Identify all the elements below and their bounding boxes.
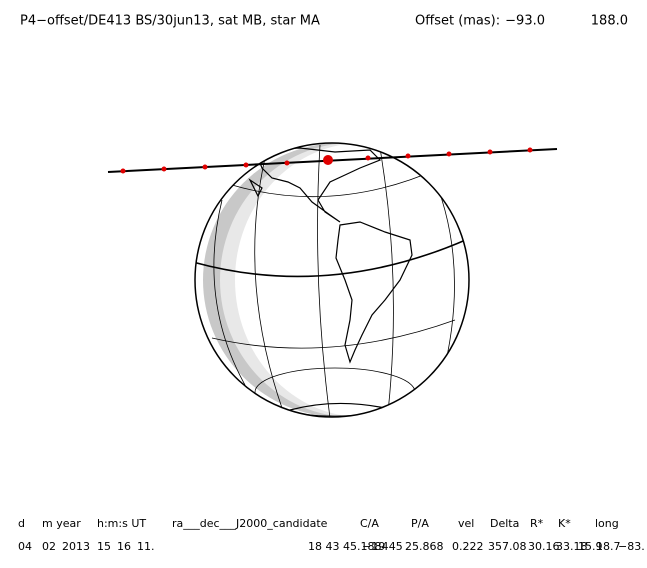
table-cell: 33.18 xyxy=(556,540,588,553)
table-cell: 2013 xyxy=(62,540,90,553)
offset-y: 188.0 xyxy=(591,14,628,29)
table-cell: 0.222 xyxy=(452,540,484,553)
table-cell: −83. xyxy=(618,540,645,553)
table-cell: 02 xyxy=(42,540,56,553)
title: P4−offset/DE413 BS/30jun13, sat MB, star… xyxy=(20,14,320,29)
offset-label: Offset (mas): xyxy=(415,14,500,29)
table-cell: 15.9 xyxy=(578,540,603,553)
shadow-track xyxy=(107,147,558,174)
table-header: h:m:s UT xyxy=(97,517,146,530)
table-cell: 04 xyxy=(18,540,32,553)
table-cell: −19 45 xyxy=(362,540,403,553)
table-header: K* xyxy=(558,517,571,530)
table-header: C/A xyxy=(360,517,379,530)
table-cell: 30.16 xyxy=(528,540,560,553)
globe-outline xyxy=(194,142,470,418)
table-header: long xyxy=(595,517,619,530)
table-header: m year xyxy=(42,517,81,530)
table-header: R* xyxy=(530,517,544,530)
table-header: vel xyxy=(458,517,474,530)
table-cell: 18.7 xyxy=(596,540,621,553)
table-cell: 15 xyxy=(97,540,111,553)
table-header: P/A xyxy=(411,517,429,530)
table-header: d xyxy=(18,517,25,530)
table-cell: 11. xyxy=(137,540,155,553)
table-header: ra___dec___J2000_candidate xyxy=(172,517,328,530)
offset-x: −93.0 xyxy=(505,14,545,29)
table-header: Delta xyxy=(490,517,519,530)
table-cell: 16 xyxy=(117,540,131,553)
globe xyxy=(195,143,469,417)
table-cell: 357.08 xyxy=(488,540,527,553)
table-cell: 25.868 xyxy=(405,540,444,553)
table-cell: 18 43 45.1884 xyxy=(308,540,388,553)
event-table: d m year h:m:s UT ra___dec___J2000_candidat… xyxy=(18,517,645,553)
